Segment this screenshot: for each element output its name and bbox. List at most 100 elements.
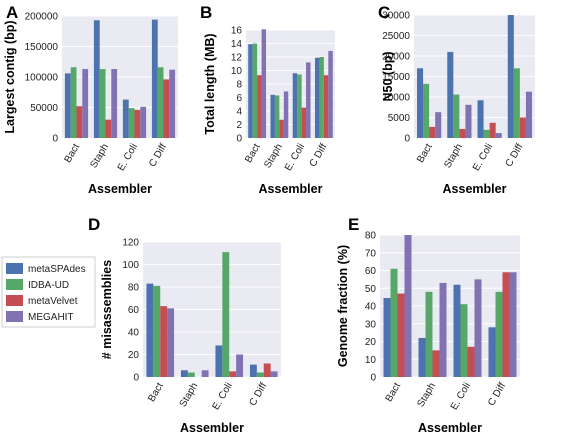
y-tick-label: 40 xyxy=(128,328,140,339)
y-tick-label: 0 xyxy=(370,373,376,384)
y-tick-label: 20 xyxy=(365,337,377,348)
x-tick-label: C Diff xyxy=(504,142,526,169)
bar-a-megahit-2 xyxy=(140,106,147,138)
bar-e-metavelvet-3 xyxy=(502,272,510,377)
panel-letter: B xyxy=(200,3,212,22)
y-tick-label: 40 xyxy=(365,302,377,313)
y-tick-label: 20000 xyxy=(382,52,410,63)
bar-c-idba-ud-2 xyxy=(483,129,490,138)
bar-e-metavelvet-2 xyxy=(467,346,475,377)
y-tick-label: 100000 xyxy=(25,73,59,84)
bar-a-metaspades-2 xyxy=(122,99,129,138)
x-tick-label: E. Coli xyxy=(449,381,473,412)
y-tick-label: 20 xyxy=(128,350,140,361)
x-tick-label: C Diff xyxy=(147,142,169,169)
y-tick-label: 12 xyxy=(231,53,243,64)
legend-swatch xyxy=(6,295,23,306)
y-tick-label: 8 xyxy=(236,80,242,91)
bar-e-idba-ud-0 xyxy=(390,268,398,377)
bar-e-metavelvet-0 xyxy=(397,293,405,377)
y-tick-label: 15000 xyxy=(382,72,410,83)
bar-c-idba-ud-0 xyxy=(423,83,430,138)
x-tick-label: Bact xyxy=(384,381,404,404)
y-tick-label: 25000 xyxy=(382,31,410,42)
bar-b-megahit-2 xyxy=(306,62,311,138)
bar-b-metaspades-3 xyxy=(314,57,320,138)
bar-d-idba-ud-3 xyxy=(256,372,264,377)
x-tick-label: Bact xyxy=(243,142,263,165)
x-tick-label: Bact xyxy=(415,142,435,165)
y-tick-label: 60 xyxy=(365,266,377,277)
bar-a-metaspades-3 xyxy=(151,19,158,138)
bar-a-idba-ud-1 xyxy=(99,69,106,138)
bar-e-megahit-0 xyxy=(404,235,412,377)
bar-c-megahit-3 xyxy=(525,91,532,138)
y-tick-label: 10 xyxy=(231,66,243,77)
bar-c-metavelvet-0 xyxy=(429,126,436,138)
bar-a-megahit-1 xyxy=(111,69,118,138)
bar-b-metavelvet-3 xyxy=(323,75,329,138)
bar-d-metaspades-1 xyxy=(180,370,188,377)
panel-a: 0 50000 100000 150000 200000 Bact Staph E. Coli… xyxy=(3,3,178,196)
y-tick-label: 70 xyxy=(365,248,377,259)
x-tick-label: E. Coli xyxy=(283,142,307,173)
y-tick-label: 100 xyxy=(122,260,139,271)
bar-c-megahit-2 xyxy=(495,133,502,138)
y-tick-label: 80 xyxy=(128,283,140,294)
y-tick-label: 0 xyxy=(133,373,139,384)
y-tick-label: 50000 xyxy=(30,103,58,114)
bar-c-metavelvet-1 xyxy=(459,128,466,138)
bar-e-megahit-3 xyxy=(509,272,517,377)
bar-b-megahit-0 xyxy=(261,29,267,139)
bar-e-metaspades-3 xyxy=(488,327,496,377)
y-tick-label: 30000 xyxy=(382,11,410,22)
bar-b-metavelvet-2 xyxy=(301,107,307,138)
panel-letter: E xyxy=(348,215,359,234)
x-axis-title: Assembler xyxy=(259,182,323,196)
legend-swatch xyxy=(6,263,23,274)
y-tick-label: 0 xyxy=(404,134,410,145)
x-tick-label: Staph xyxy=(89,142,112,170)
bar-d-idba-ud-2 xyxy=(222,252,230,377)
bar-a-metaspades-1 xyxy=(93,20,100,138)
bar-a-metavelvet-1 xyxy=(105,119,112,138)
y-tick-label: 150000 xyxy=(25,42,59,53)
y-axis-title: N50 (bp) xyxy=(381,52,395,102)
panel-e: 0 10 20 30 40 50 60 70 80 Bact Staph E. Coli C Diff A… xyxy=(336,215,520,435)
bar-d-idba-ud-0 xyxy=(153,285,161,377)
y-tick-label: 2 xyxy=(236,120,242,131)
legend-label: IDBA-UD xyxy=(28,280,69,291)
bar-b-idba-ud-3 xyxy=(319,57,324,138)
x-tick-label: Staph xyxy=(416,381,439,409)
x-tick-label: Staph xyxy=(262,142,285,170)
bar-b-metavelvet-1 xyxy=(279,119,284,138)
legend-label: metaVelvet xyxy=(28,296,78,307)
x-tick-label: E. Coli xyxy=(116,142,140,173)
bar-a-idba-ud-3 xyxy=(157,67,164,138)
bar-c-metaspades-1 xyxy=(447,51,454,138)
y-axis-title: Genome fraction (%) xyxy=(336,245,350,367)
legend: metaSPAdes IDBA-UD metaVelvet MEGAHIT xyxy=(1,256,96,328)
x-tick-label: C Diff xyxy=(247,381,269,408)
bar-d-metaspades-3 xyxy=(249,364,257,377)
panel-letter: A xyxy=(6,3,18,22)
x-tick-label: E. Coli xyxy=(211,381,235,412)
bar-a-metavelvet-0 xyxy=(76,106,83,138)
legend-label: metaSPAdes xyxy=(28,264,86,275)
x-axis-title: Assembler xyxy=(443,182,507,196)
y-tick-label: 30 xyxy=(365,319,377,330)
y-tick-label: 4 xyxy=(236,107,242,118)
bar-c-metaspades-3 xyxy=(507,15,514,138)
legend-swatch xyxy=(6,279,23,290)
y-tick-label: 10000 xyxy=(382,93,410,104)
bar-a-megahit-0 xyxy=(82,69,89,138)
legend-swatch xyxy=(6,311,23,322)
bar-b-megahit-1 xyxy=(283,91,289,138)
bar-b-metavelvet-0 xyxy=(257,75,262,138)
bar-b-idba-ud-0 xyxy=(252,43,258,138)
y-tick-label: 16 xyxy=(231,26,243,37)
bar-a-metavelvet-2 xyxy=(134,109,141,138)
bar-c-megahit-0 xyxy=(435,112,442,138)
